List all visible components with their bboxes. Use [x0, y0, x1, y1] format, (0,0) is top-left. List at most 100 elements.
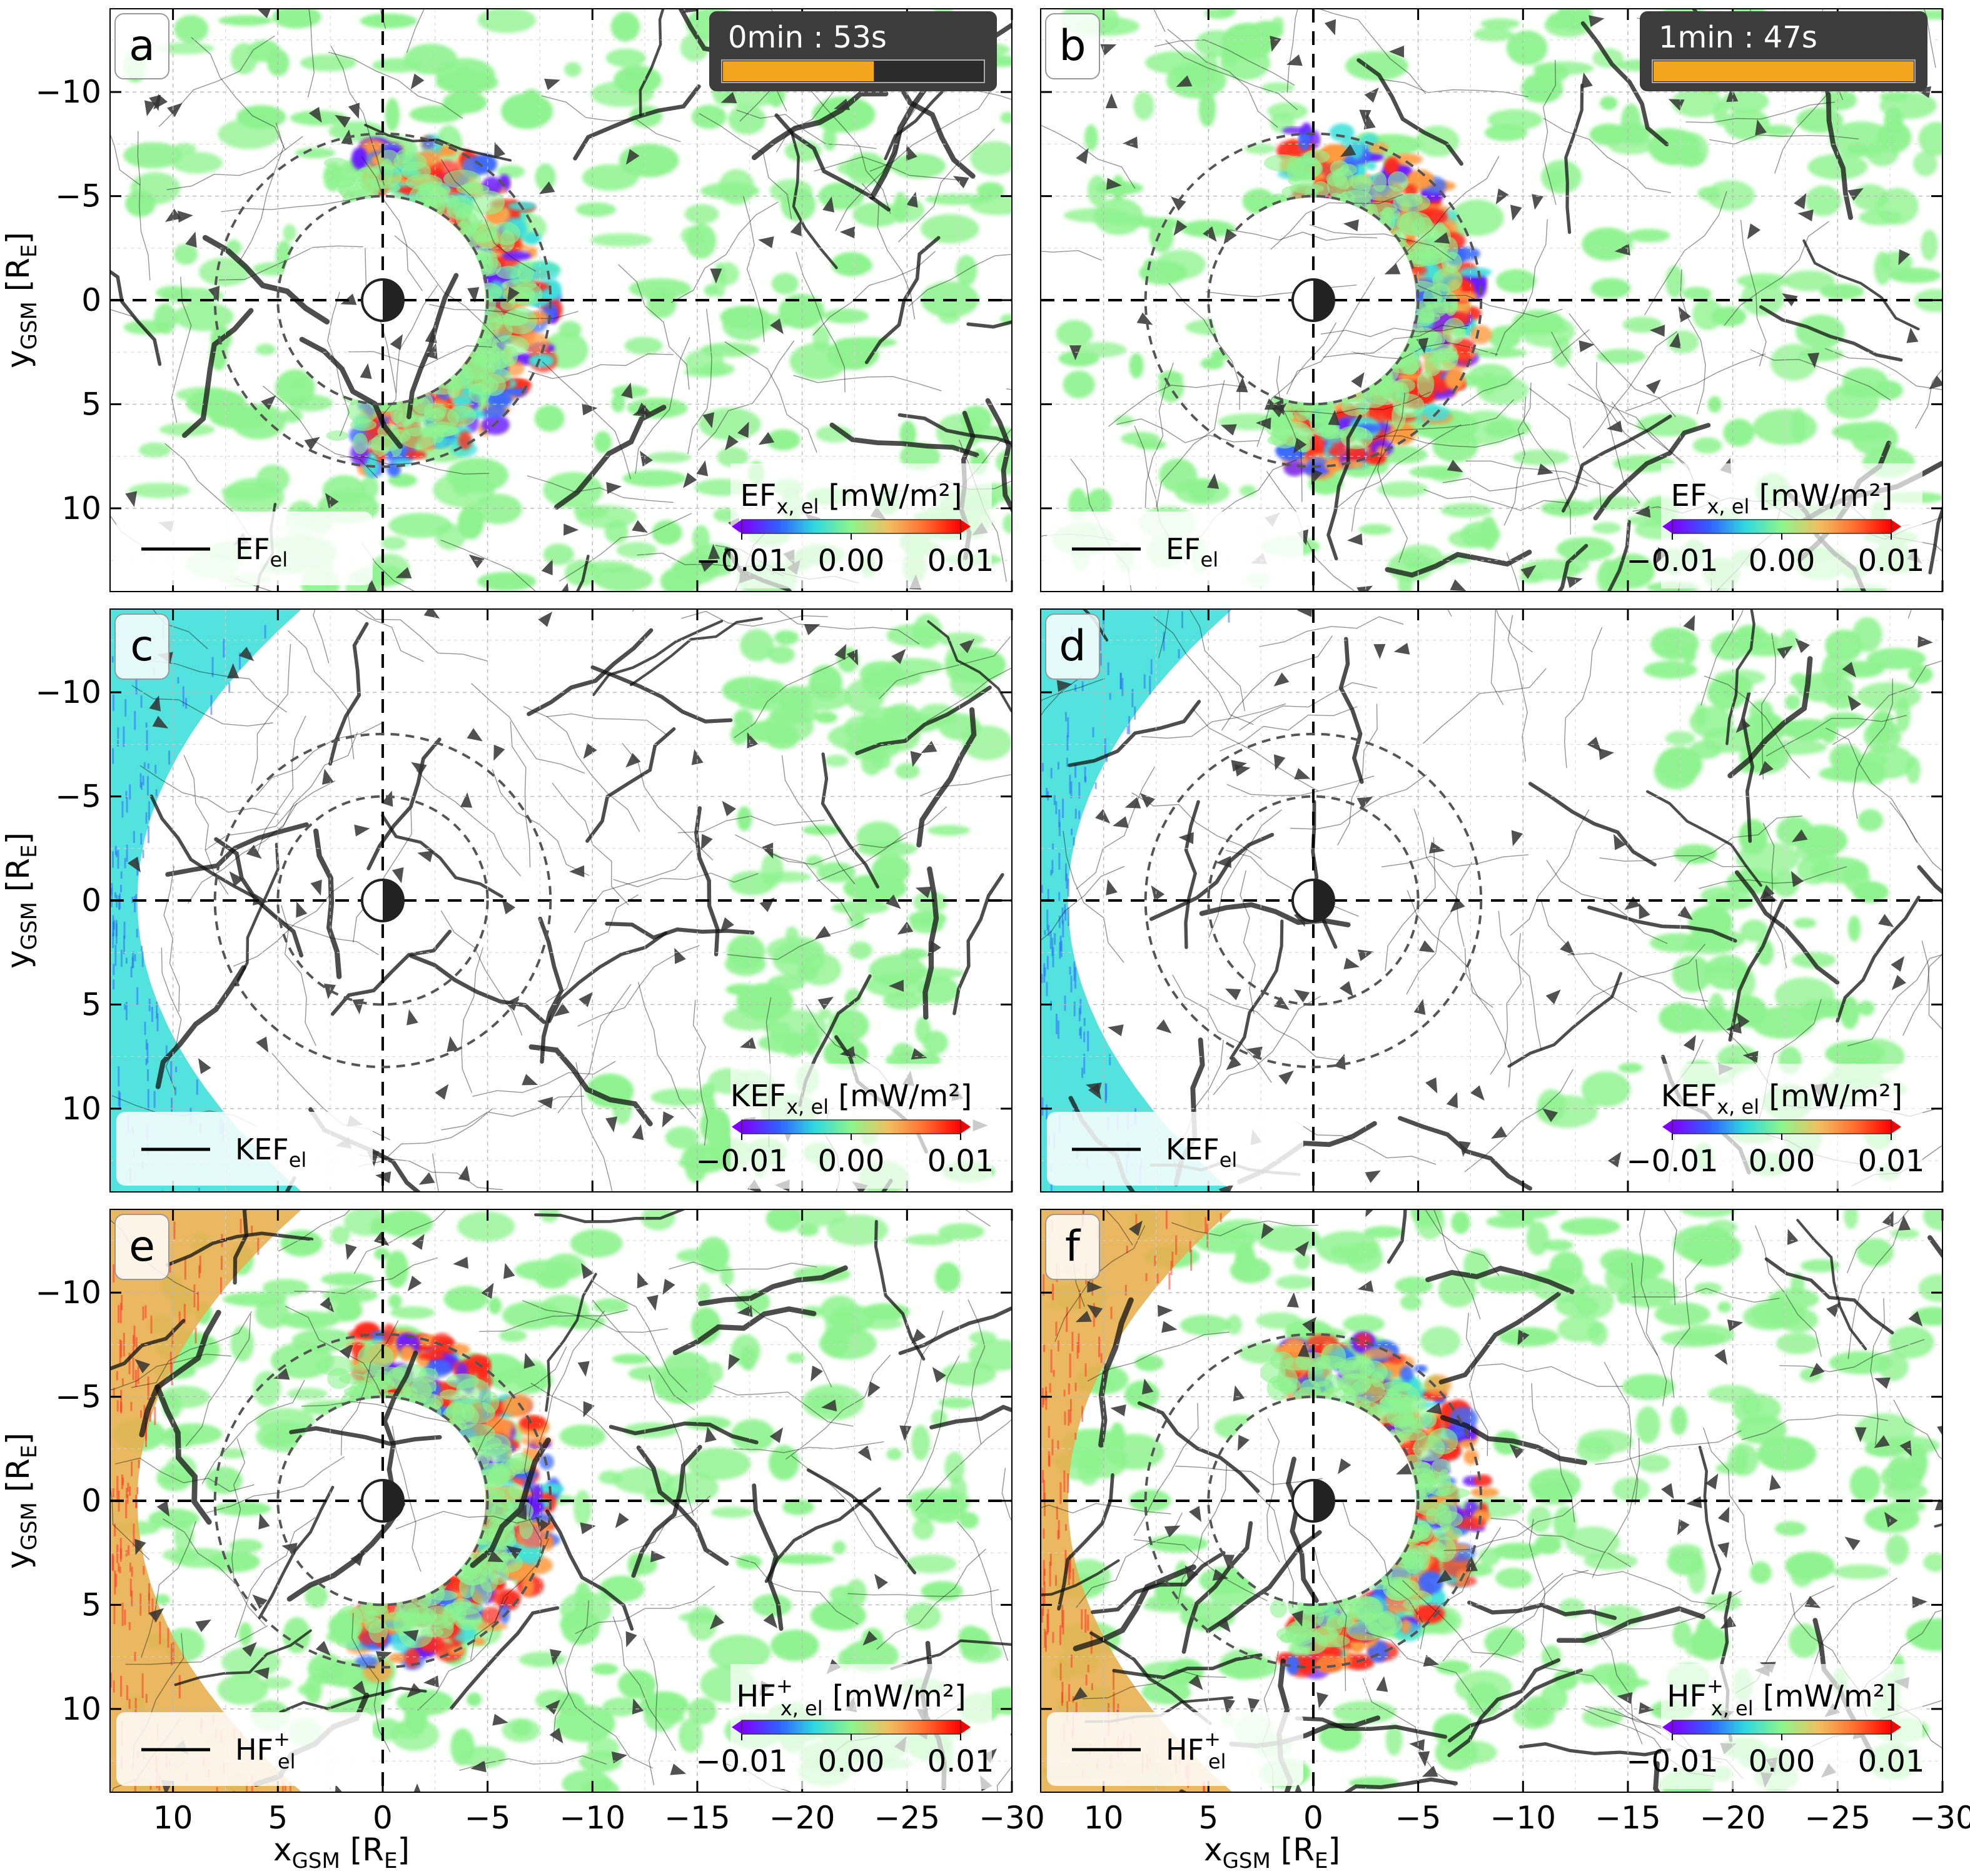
x-tick-label: 10: [1084, 1800, 1124, 1836]
x-tick-label: 0: [373, 1800, 393, 1836]
panel-d: d KEFel KEFx, el [mW/m²] −0.01 0.00 0.01: [1040, 608, 1944, 1193]
panel-letter-d: d: [1045, 613, 1100, 680]
svg-text:b: b: [1059, 21, 1086, 71]
colorbar-tick-label: −0.01: [1626, 543, 1718, 578]
ticks: [110, 1209, 1013, 1792]
colorbar: HF+ x, el [mW/m²] −0.01 0.00 0.01: [695, 1664, 994, 1789]
colorbar-tick-label: 0.00: [818, 543, 885, 578]
y-tick-label: −5: [55, 178, 101, 214]
panel-letter-c: c: [114, 613, 169, 680]
progress-fill: [723, 61, 874, 81]
y-tick-label: 10: [61, 1091, 101, 1127]
colorbar-tick-label: −0.01: [1626, 1144, 1718, 1179]
x-tick-label: −20: [769, 1800, 836, 1836]
legend-label: EFel: [235, 532, 288, 572]
y-tick-label: −10: [35, 674, 101, 710]
radius-circle-8: [1144, 732, 1483, 1069]
legend: EFel: [116, 512, 373, 585]
y-tick-label: 0: [81, 282, 101, 318]
svg-text:c: c: [130, 622, 153, 671]
x-axis-label: xGSM [RE]: [1204, 1832, 1340, 1873]
panel-letter-f: f: [1045, 1214, 1100, 1280]
colorbar-title: EFx, el [mW/m²]: [740, 478, 962, 518]
radius-circle-5: [1207, 1395, 1420, 1606]
colorbar: HF+ x, el [mW/m²] −0.01 0.00 0.01: [1626, 1664, 1924, 1789]
y-axis-label: yGSM [RE]: [0, 832, 42, 969]
colorbar-tick-label: 0.00: [1749, 1144, 1816, 1179]
legend: EFel: [1047, 512, 1303, 585]
y-tick-label: 10: [61, 490, 101, 527]
dayside-band: [110, 1209, 302, 1792]
timer-text: 0min : 53s: [728, 20, 887, 55]
colorbar-gradient: [741, 519, 961, 534]
earth-icon: [360, 1479, 405, 1523]
svg-text:f: f: [1065, 1222, 1081, 1271]
flux-field-background: [1536, 617, 1933, 1182]
x-tick-label: −10: [560, 1800, 626, 1836]
y-tick-label: −10: [35, 74, 101, 110]
panel-f: 10 5 0 −5 −10 −15 −20 −25 −30 f HF+ el HF+ x, el [mW/…: [1040, 1209, 1970, 1836]
colorbar-title: EFx, el [mW/m²]: [1671, 478, 1893, 518]
panel-b: b 1min : 47s EFel EFx, el [mW/m²] −0.01 0.00 0…: [1040, 8, 1944, 592]
colorbar-gradient: [1672, 519, 1892, 534]
colorbar-tick-label: 0.01: [927, 1144, 994, 1179]
earth-icon: [1291, 278, 1335, 322]
colorbar-tick-label: 0.01: [927, 543, 994, 578]
legend-label: KEFel: [235, 1132, 306, 1172]
colorbar-tick-label: 0.00: [818, 1744, 885, 1779]
x-tick-label: 5: [1198, 1800, 1218, 1836]
x-tick-label: 5: [268, 1800, 288, 1836]
earth-icon: [360, 278, 405, 322]
timer-box: 0min : 53s: [709, 11, 997, 91]
panel-e: −10 −5 0 5 10 10 5 0 −5 −10 −15 −20 −25 −30 e HF+ el HF+ x…: [35, 1209, 1045, 1836]
radius-circle-5: [1207, 194, 1420, 406]
x-tick-label: −5: [1395, 1800, 1442, 1836]
x-tick-label: −25: [1805, 1800, 1871, 1836]
colorbar-tick-label: −0.01: [1626, 1744, 1718, 1779]
grid: [110, 609, 1013, 1192]
y-tick-label: 0: [81, 1483, 101, 1519]
x-tick-label: −25: [874, 1800, 941, 1836]
radius-circle-8: [213, 1333, 552, 1669]
colorbar-gradient: [1672, 1119, 1892, 1134]
legend-label: KEFel: [1166, 1132, 1237, 1172]
y-tick-label: 0: [81, 882, 101, 919]
inner-flux-ring: [316, 1322, 565, 1683]
x-tick-label: −10: [1490, 1800, 1557, 1836]
colorbar-title: KEFx, el [mW/m²]: [730, 1079, 972, 1119]
svg-text:e: e: [129, 1222, 155, 1271]
x-tick-label: −5: [465, 1800, 511, 1836]
y-tick-label: −5: [55, 779, 101, 815]
panel-c: −10 −5 0 5 10 c KEFel KEFx, el [mW/m²] −0.01 0.00…: [35, 608, 1013, 1193]
y-axis-label: yGSM [RE]: [0, 232, 42, 368]
y-tick-label: −10: [35, 1274, 101, 1311]
colorbar-gradient: [1672, 1720, 1892, 1735]
colorbar-gradient: [741, 1720, 961, 1735]
x-tick-label: −15: [664, 1800, 730, 1836]
colorbar-tick-label: 0.00: [818, 1144, 885, 1179]
y-axis-label: yGSM [RE]: [0, 1433, 42, 1569]
streamlines: [110, 1209, 1012, 1792]
x-axis-label: xGSM [RE]: [273, 1832, 410, 1873]
x-tick-label: −30: [979, 1800, 1045, 1836]
radius-circle-5: [276, 1395, 489, 1606]
legend: KEFel: [1047, 1112, 1303, 1186]
radius-circle-5: [1207, 795, 1420, 1006]
x-tick-label: 10: [153, 1800, 193, 1836]
ticks: [1041, 609, 1944, 1192]
colorbar-tick-label: −0.01: [695, 1744, 787, 1779]
y-tick-label: 5: [81, 1586, 101, 1623]
progress-fill: [1654, 61, 1914, 81]
legend-label: HF+ el: [235, 1727, 295, 1773]
panel-letter-a: a: [114, 13, 169, 79]
earth-icon: [360, 879, 405, 922]
x-tick-label: −20: [1700, 1800, 1766, 1836]
radius-circle-5: [276, 795, 489, 1006]
y-tick-label: 5: [81, 986, 101, 1022]
colorbar-tick-label: 0.01: [1858, 1144, 1925, 1179]
legend: HF+ el: [1047, 1712, 1303, 1786]
svg-text:a: a: [129, 21, 155, 71]
plot-area-a: [110, 9, 1012, 592]
colorbar-title: KEFx, el [mW/m²]: [1661, 1079, 1902, 1119]
